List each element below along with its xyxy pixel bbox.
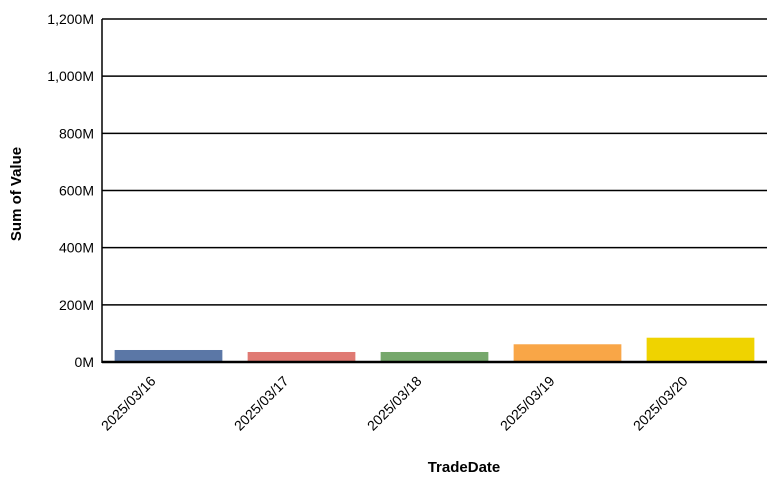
bar	[247, 351, 356, 362]
y-tick-label: 200M	[59, 297, 94, 313]
y-axis-title: Sum of Value	[8, 147, 25, 241]
y-tick-label: 800M	[59, 125, 94, 141]
y-tick-label: 400M	[59, 240, 94, 256]
x-tick-label: 2025/03/18	[364, 373, 425, 434]
x-tick-label: 2025/03/20	[630, 373, 691, 434]
bar	[646, 337, 755, 362]
gridlines	[102, 18, 767, 306]
y-tick-label: 1,200M	[47, 11, 94, 27]
x-axis-title: TradeDate	[428, 459, 501, 476]
y-tick-label: 1,000M	[47, 68, 94, 84]
y-tick-label: 0M	[75, 354, 94, 370]
axes	[101, 19, 767, 364]
x-tick-labels: 2025/03/16 2025/03/17 2025/03/18 2025/03/19…	[98, 373, 691, 434]
y-tick-label: 600M	[59, 183, 94, 199]
x-tick-label: 2025/03/16	[98, 373, 159, 434]
y-tick-labels: 0M 200M 400M 600M 800M 1,000M 1,200M	[47, 11, 94, 370]
bar	[114, 349, 223, 362]
x-tick-label: 2025/03/17	[231, 373, 292, 434]
bars	[114, 337, 755, 362]
bar	[513, 344, 622, 362]
bar	[380, 351, 489, 362]
x-tick-label: 2025/03/19	[497, 373, 558, 434]
